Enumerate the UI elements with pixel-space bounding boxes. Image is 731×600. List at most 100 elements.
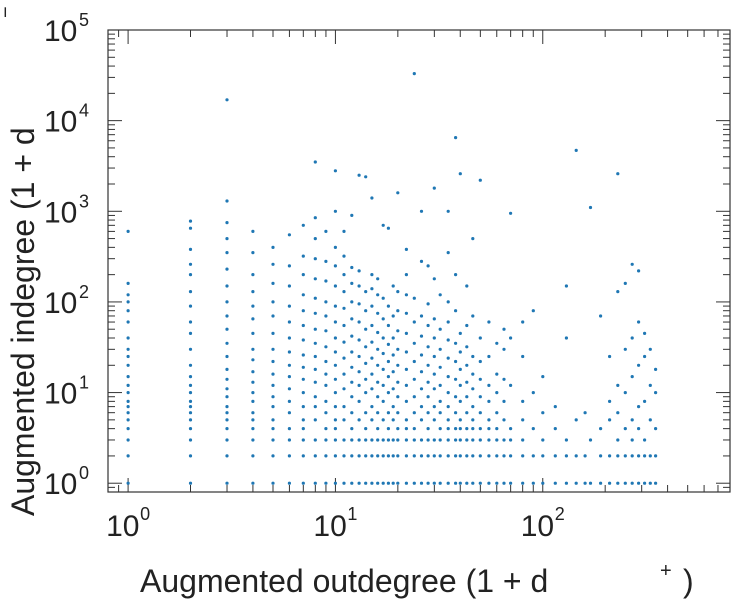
data-point <box>630 375 634 379</box>
data-point <box>225 367 229 371</box>
data-point <box>251 411 255 415</box>
data-point <box>357 370 361 374</box>
data-point <box>419 314 424 318</box>
data-point <box>271 245 275 249</box>
y-tick-label-exponent: 0 <box>79 463 89 483</box>
data-point <box>126 336 130 340</box>
data-point <box>225 199 229 203</box>
x-tick-label: 10 <box>313 510 346 543</box>
data-point <box>188 304 193 308</box>
data-point <box>271 383 275 387</box>
data-point <box>370 387 374 391</box>
data-point <box>324 411 328 415</box>
data-point <box>531 309 535 313</box>
data-point <box>509 481 513 485</box>
data-point <box>438 411 442 415</box>
data-point <box>386 323 390 328</box>
data-point <box>495 372 499 376</box>
data-point <box>287 363 291 367</box>
data-point <box>381 223 385 227</box>
data-point <box>370 356 374 360</box>
data-point <box>623 347 627 351</box>
data-point <box>583 481 587 485</box>
data-point <box>381 351 385 356</box>
data-point <box>487 383 491 387</box>
data-point <box>471 314 475 318</box>
y-tick-label-exponent: 3 <box>79 191 89 211</box>
data-point <box>574 481 578 485</box>
data-point <box>432 405 436 409</box>
data-point <box>251 391 255 395</box>
data-point <box>225 395 229 399</box>
data-point <box>342 254 346 258</box>
data-point <box>412 320 416 324</box>
data-point <box>188 262 193 266</box>
data-point <box>502 377 506 381</box>
data-point <box>502 438 506 442</box>
data-point <box>446 438 450 442</box>
data-point <box>370 481 374 485</box>
data-point <box>225 237 229 241</box>
data-point <box>251 358 255 362</box>
data-point <box>495 481 499 485</box>
major-ticks <box>108 29 730 492</box>
data-point <box>126 427 130 431</box>
data-point <box>454 427 458 431</box>
data-point <box>616 172 620 176</box>
data-point <box>126 391 130 395</box>
data-point <box>541 481 545 485</box>
data-point <box>188 399 193 403</box>
data-point <box>225 327 229 331</box>
data-point <box>376 454 380 458</box>
data-point <box>188 290 193 294</box>
data-point <box>438 327 442 331</box>
y-axis-title: Augmented indegree (1 + d <box>5 127 41 516</box>
data-point <box>465 345 469 349</box>
data-point <box>364 411 368 415</box>
data-point <box>446 375 450 379</box>
data-point <box>391 481 395 485</box>
data-point <box>426 323 430 328</box>
data-point <box>313 311 317 315</box>
data-point <box>324 314 328 318</box>
data-point <box>370 438 374 442</box>
data-point <box>599 427 603 431</box>
data-point <box>271 359 275 364</box>
data-point <box>313 327 317 331</box>
y-axis-title-superscript: − <box>0 6 17 18</box>
data-point <box>637 481 641 485</box>
data-point <box>553 481 557 485</box>
data-point <box>313 395 317 399</box>
data-point <box>454 309 458 313</box>
data-point <box>126 300 130 304</box>
data-point <box>608 418 612 422</box>
data-point <box>588 205 593 210</box>
data-point <box>225 411 229 415</box>
data-point <box>188 411 193 415</box>
x-tick-label-exponent: 2 <box>555 504 565 524</box>
data-point <box>350 365 354 369</box>
data-point <box>386 342 390 346</box>
data-point <box>271 300 275 304</box>
data-point <box>465 323 469 328</box>
data-point <box>391 405 395 409</box>
data-point <box>502 481 506 485</box>
data-point <box>271 395 275 399</box>
data-point <box>426 481 430 485</box>
data-point <box>419 353 424 357</box>
data-point <box>471 387 475 391</box>
data-point <box>509 211 513 215</box>
data-point <box>630 336 634 340</box>
data-point <box>432 336 436 340</box>
data-point <box>350 454 354 458</box>
data-point <box>301 293 305 297</box>
data-point <box>616 438 620 442</box>
data-point <box>126 281 130 285</box>
data-point <box>225 314 229 318</box>
data-point <box>301 273 305 277</box>
data-point <box>350 281 354 285</box>
data-point <box>426 345 430 349</box>
data-point <box>251 380 255 384</box>
data-point <box>342 454 346 458</box>
data-point <box>333 481 337 485</box>
